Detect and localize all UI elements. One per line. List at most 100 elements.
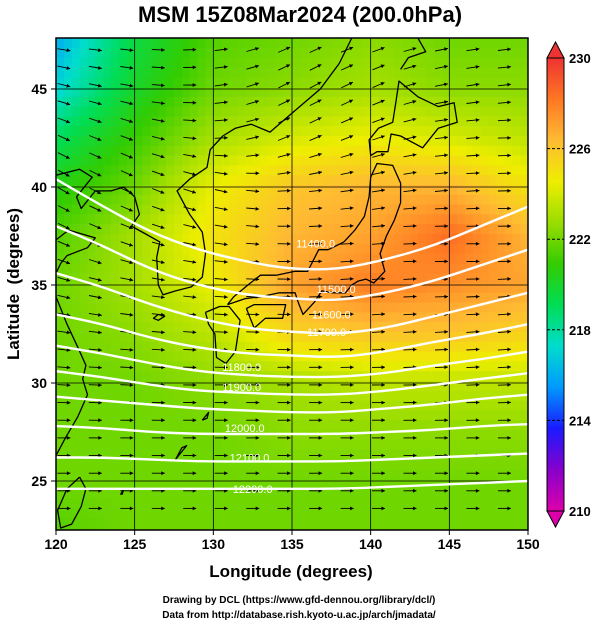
heat-cell — [449, 410, 458, 421]
height-contour-line — [56, 452, 528, 463]
heat-cell — [126, 106, 136, 117]
heat-cell — [236, 243, 246, 255]
heat-cell — [103, 126, 112, 137]
heat-cell — [236, 175, 246, 186]
heat-cell — [378, 400, 387, 411]
heat-cell — [118, 430, 128, 441]
wind-arrow-head — [413, 488, 417, 493]
heat-cell — [150, 410, 159, 421]
heat-cell — [449, 488, 458, 500]
heat-cell — [181, 528, 191, 530]
heat-cell — [229, 479, 238, 490]
heat-cell — [181, 253, 191, 264]
heat-cell — [111, 106, 120, 117]
credit-line-2: Data from http://database.rish.kyoto-u.a… — [162, 610, 436, 621]
heat-cell — [63, 518, 73, 529]
heat-cell — [181, 263, 191, 274]
wind-arrow-head — [286, 170, 291, 175]
heat-cell — [410, 322, 419, 333]
heat-cell — [299, 498, 309, 509]
heat-cell — [370, 390, 380, 402]
heat-cell — [394, 381, 403, 392]
heat-cell — [410, 459, 419, 470]
heat-cell — [134, 136, 144, 147]
heat-cell — [158, 410, 167, 421]
wind-arrow-head — [129, 277, 134, 282]
heat-cell — [111, 273, 120, 284]
heat-cell — [394, 57, 403, 68]
heat-cell — [354, 136, 364, 147]
heat-cell — [347, 528, 356, 530]
heat-cell — [197, 126, 207, 137]
heat-cell — [347, 508, 356, 519]
wind-arrow-head — [412, 82, 417, 86]
heat-cell — [378, 518, 387, 529]
heat-cell — [472, 283, 482, 294]
heat-cell — [323, 126, 332, 137]
heat-cell — [134, 439, 144, 451]
heat-cell — [512, 371, 521, 382]
heat-cell — [331, 194, 340, 206]
wind-arrow — [57, 400, 71, 405]
wind-arrow — [434, 153, 448, 158]
heat-cell — [244, 145, 254, 157]
wind-arrow — [88, 330, 102, 335]
heat-cell — [252, 341, 262, 353]
heat-cell — [315, 420, 325, 431]
heat-cell — [166, 155, 175, 166]
heat-cell — [402, 136, 411, 147]
heat-cell — [158, 351, 167, 362]
heat-cell — [370, 420, 380, 431]
wind-arrow — [497, 118, 511, 123]
heat-cell — [472, 87, 482, 98]
wind-arrow-head — [286, 117, 291, 121]
heat-cell — [189, 410, 199, 421]
wind-arrow-head — [349, 152, 354, 157]
heat-cell — [394, 67, 403, 78]
heat-cell — [111, 253, 120, 264]
heat-cell — [386, 136, 395, 147]
wind-arrow-head — [161, 347, 165, 352]
heat-cell — [331, 253, 340, 264]
heat-cell — [142, 136, 151, 147]
heat-cell — [71, 341, 81, 353]
heat-cell — [449, 47, 458, 59]
heat-cell — [103, 106, 112, 117]
coastline-segment — [204, 305, 241, 365]
heat-cell — [111, 400, 120, 411]
heat-cell — [354, 214, 364, 225]
heat-cell — [189, 283, 199, 294]
wind-arrow-head — [287, 453, 291, 458]
wind-arrow-head — [223, 259, 228, 264]
heat-cell — [268, 106, 277, 117]
heat-cell — [449, 57, 458, 68]
wind-arrow-head — [350, 400, 354, 405]
heat-cell — [103, 194, 112, 206]
wind-arrow-head — [412, 347, 417, 352]
heat-cell — [244, 136, 254, 147]
heat-cell — [402, 292, 411, 304]
wind-arrow-head — [224, 118, 228, 122]
heat-cell — [56, 145, 65, 157]
heat-cell — [425, 341, 435, 353]
heat-cell — [433, 243, 443, 255]
heat-cell — [268, 351, 277, 362]
heat-cell — [425, 263, 435, 274]
heat-cell — [315, 381, 325, 392]
heat-cell — [221, 126, 230, 137]
heat-cell — [213, 351, 222, 362]
heat-cell — [354, 341, 364, 353]
heat-cell — [189, 194, 199, 206]
heat-cell — [425, 449, 435, 460]
heat-cell — [299, 47, 309, 59]
wind-arrow — [277, 188, 291, 193]
heat-cell — [339, 302, 348, 313]
heat-cell — [103, 165, 112, 176]
heat-cell — [299, 185, 309, 196]
heat-cell — [181, 155, 191, 166]
wind-arrow-head — [475, 418, 480, 423]
heat-cell — [205, 273, 214, 284]
heat-cell — [111, 538, 120, 548]
heat-cell — [87, 87, 96, 98]
heat-cell — [410, 234, 419, 245]
